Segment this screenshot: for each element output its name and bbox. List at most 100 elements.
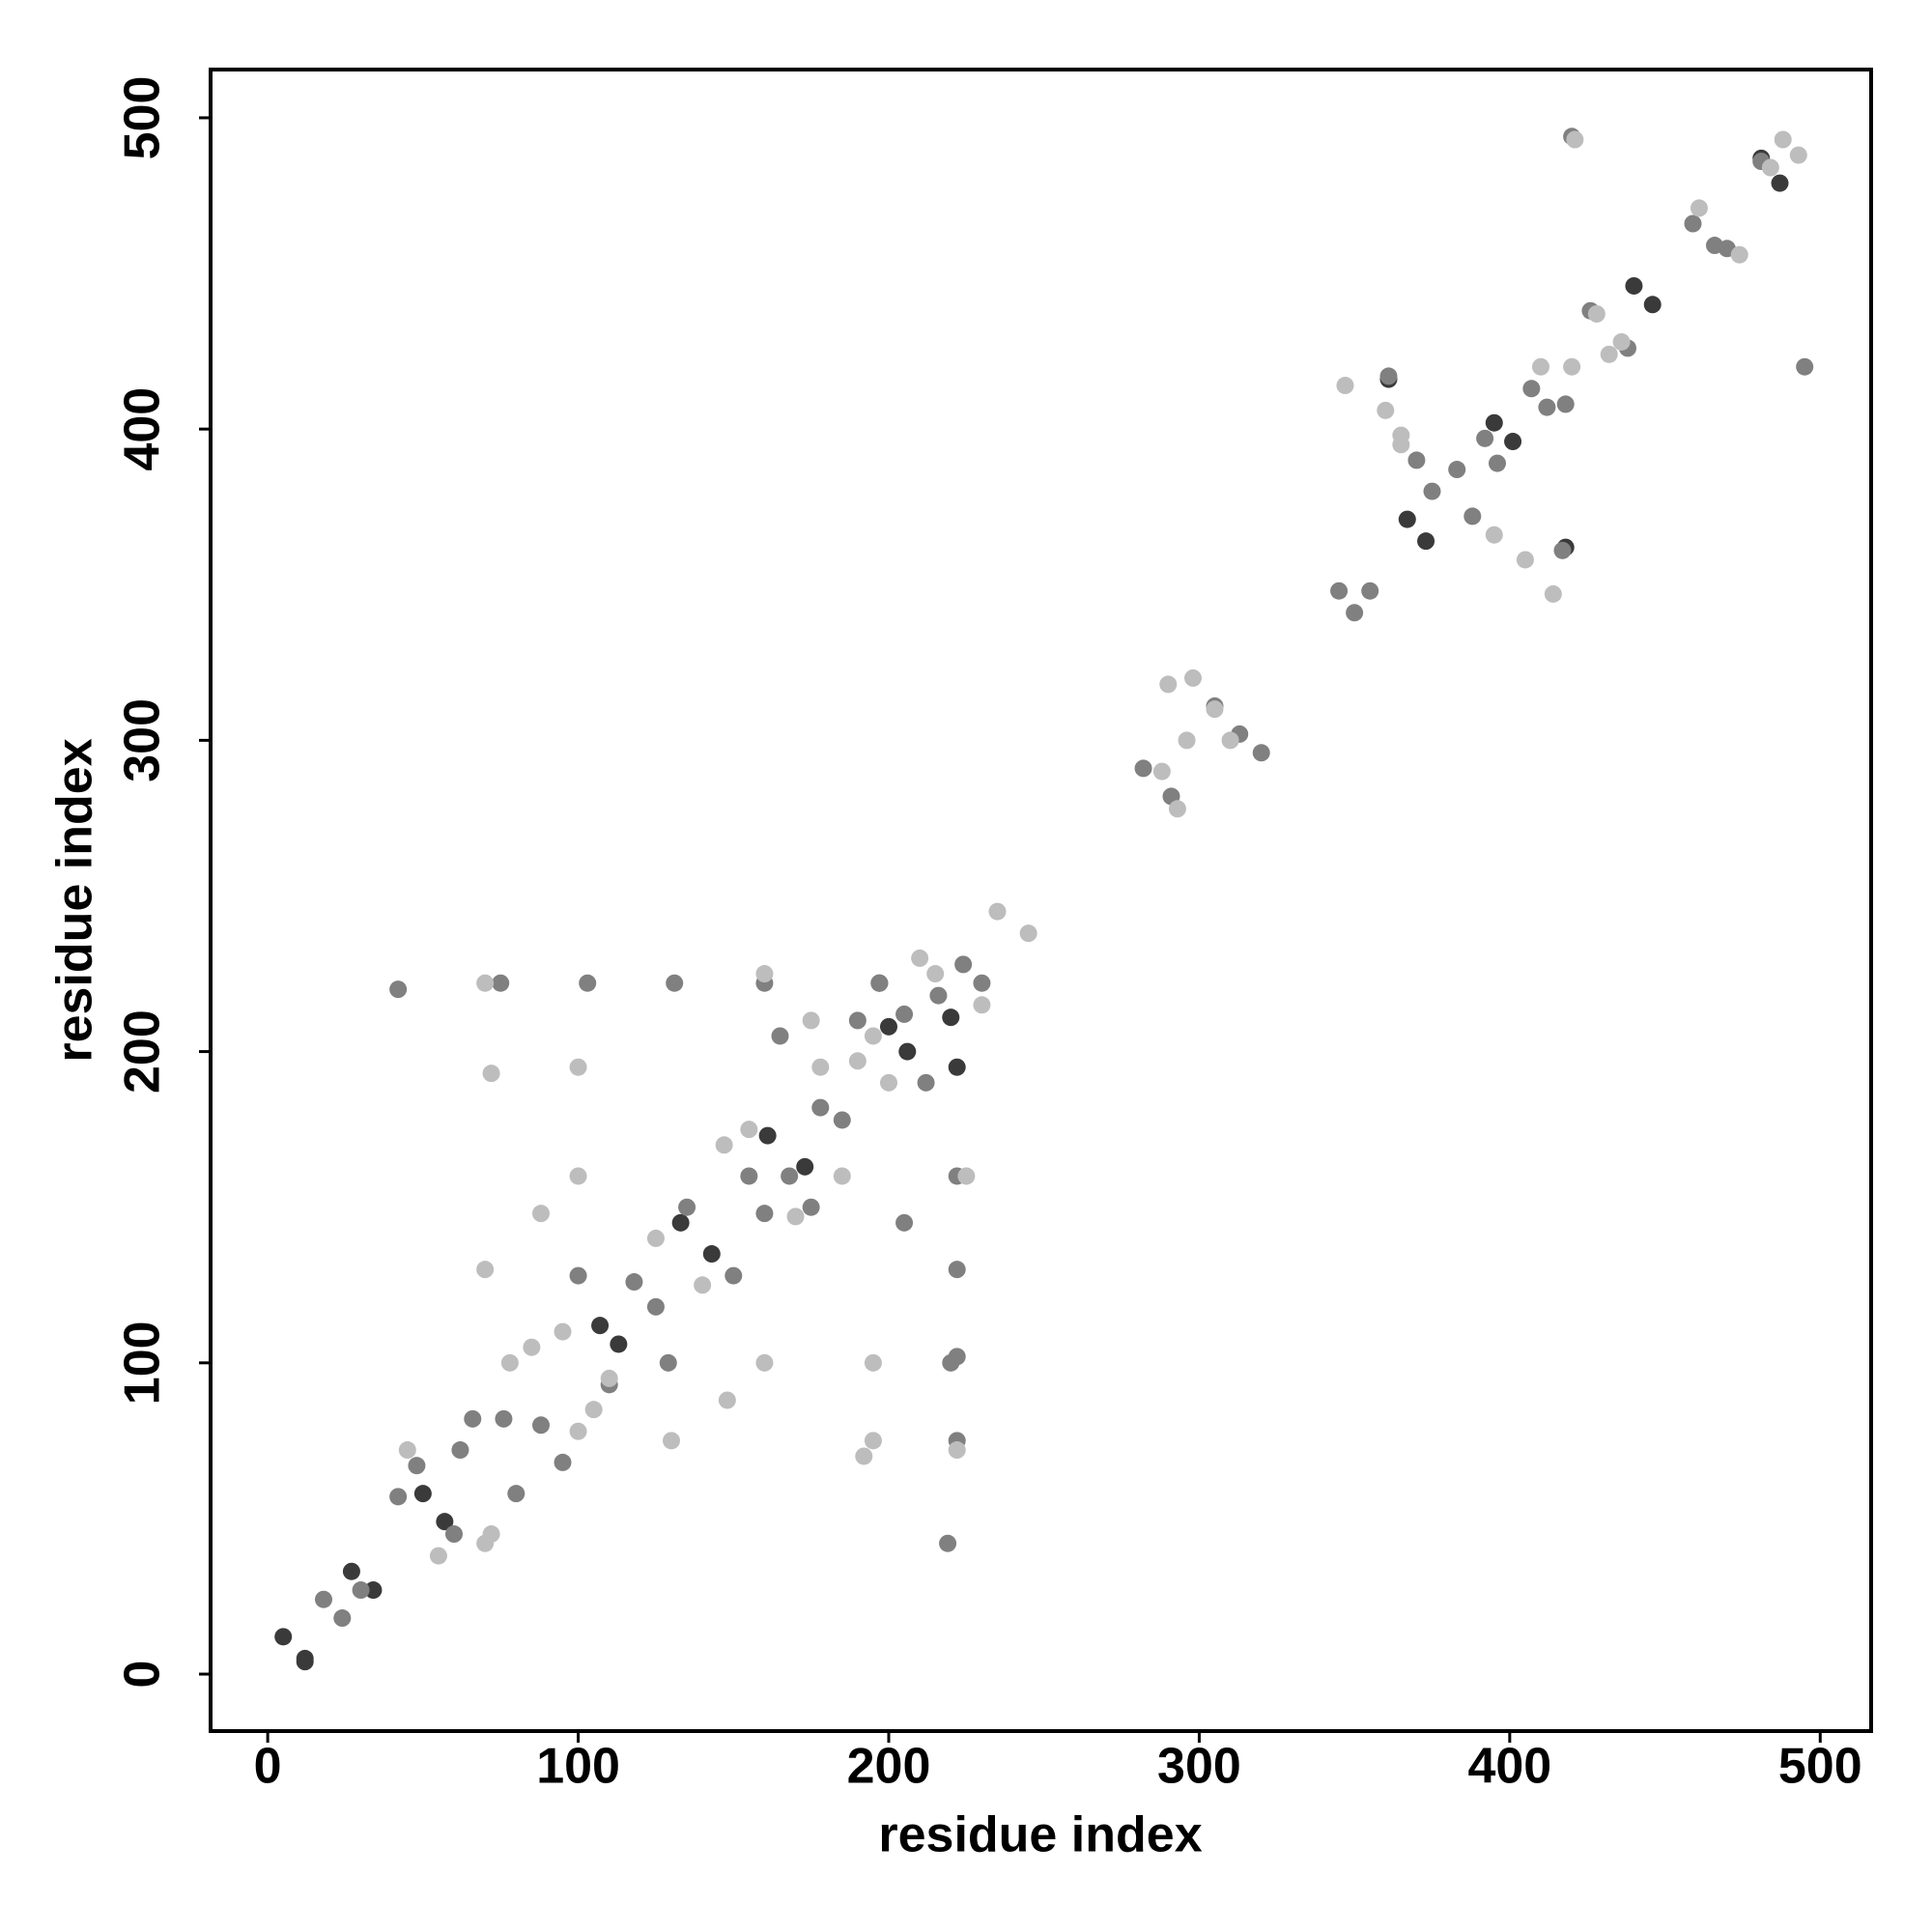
point	[584, 1401, 603, 1419]
point	[973, 996, 991, 1014]
point	[569, 1422, 587, 1440]
point	[848, 1011, 867, 1030]
y-tick-label: 400	[115, 387, 171, 471]
x-axis-title: residue index	[878, 1807, 1202, 1863]
point	[811, 1058, 830, 1076]
point	[1159, 675, 1178, 694]
point	[482, 1065, 500, 1083]
point	[352, 1581, 370, 1600]
point	[833, 1167, 851, 1185]
point	[1563, 357, 1581, 376]
point	[1379, 367, 1398, 385]
point	[781, 1167, 799, 1185]
point	[523, 1338, 541, 1356]
point	[855, 1447, 873, 1465]
point	[786, 1208, 805, 1226]
x-tick-label: 100	[536, 1739, 620, 1795]
point	[1019, 924, 1037, 943]
point	[1625, 276, 1643, 295]
plot-frame	[209, 68, 1873, 1733]
point	[954, 955, 973, 974]
point	[554, 1453, 572, 1471]
point	[1489, 454, 1506, 472]
point	[1566, 130, 1584, 149]
point	[724, 1266, 743, 1285]
y-tick-label: 300	[115, 698, 171, 782]
point	[1168, 800, 1186, 818]
point	[939, 1534, 957, 1552]
point	[1221, 731, 1239, 750]
point	[1361, 582, 1379, 600]
point	[870, 974, 889, 992]
point	[500, 1353, 519, 1372]
y-tick-label: 0	[115, 1661, 171, 1689]
point	[880, 1073, 897, 1092]
point	[445, 1525, 463, 1544]
point	[1522, 380, 1541, 398]
point	[1600, 345, 1618, 363]
y-tick-label: 200	[115, 1009, 171, 1094]
point	[492, 974, 510, 992]
point	[554, 1322, 572, 1341]
point	[1612, 332, 1631, 351]
point	[948, 1058, 966, 1076]
point	[625, 1273, 643, 1292]
point	[429, 1547, 447, 1565]
point	[569, 1266, 587, 1285]
point	[758, 1126, 777, 1145]
point	[1206, 700, 1224, 719]
point	[911, 949, 929, 967]
point	[1398, 510, 1416, 528]
point	[1417, 532, 1435, 551]
point	[864, 1027, 882, 1045]
point	[1392, 426, 1410, 444]
x-tick-label: 200	[847, 1739, 931, 1795]
point	[1532, 357, 1549, 376]
point	[864, 1432, 882, 1450]
point	[436, 1513, 454, 1531]
point	[296, 1653, 314, 1671]
x-tick-label: 500	[1778, 1739, 1862, 1795]
point	[1587, 304, 1605, 323]
point	[1463, 507, 1482, 526]
point	[1556, 395, 1575, 413]
y-tick-label: 100	[115, 1321, 171, 1405]
point	[1184, 668, 1202, 687]
point	[1643, 296, 1662, 314]
point	[1134, 759, 1152, 778]
point	[1796, 357, 1814, 376]
point	[666, 974, 684, 992]
point	[1789, 146, 1807, 164]
point	[1346, 604, 1364, 622]
point	[864, 1353, 882, 1372]
point	[1423, 482, 1441, 500]
point	[646, 1229, 665, 1247]
point	[408, 1457, 426, 1475]
x-tick-label: 400	[1467, 1739, 1551, 1795]
point	[973, 974, 991, 992]
x-tick-label: 0	[254, 1739, 282, 1795]
point	[1761, 158, 1779, 177]
point	[942, 1009, 960, 1027]
point	[848, 1052, 867, 1070]
point	[740, 1167, 758, 1185]
point	[917, 1073, 935, 1092]
point	[802, 1011, 820, 1030]
point	[898, 1042, 917, 1061]
point	[802, 1198, 820, 1216]
point	[532, 1416, 550, 1435]
point	[591, 1317, 610, 1335]
point	[942, 1353, 960, 1372]
point	[926, 965, 945, 983]
point	[755, 1353, 774, 1372]
point	[957, 1167, 976, 1185]
point	[1690, 199, 1708, 217]
point	[389, 1488, 408, 1506]
point	[476, 1261, 495, 1279]
point	[413, 1485, 432, 1503]
point	[1485, 413, 1503, 432]
y-tick-label: 500	[115, 76, 171, 160]
point	[464, 1409, 482, 1428]
point	[1252, 744, 1270, 762]
